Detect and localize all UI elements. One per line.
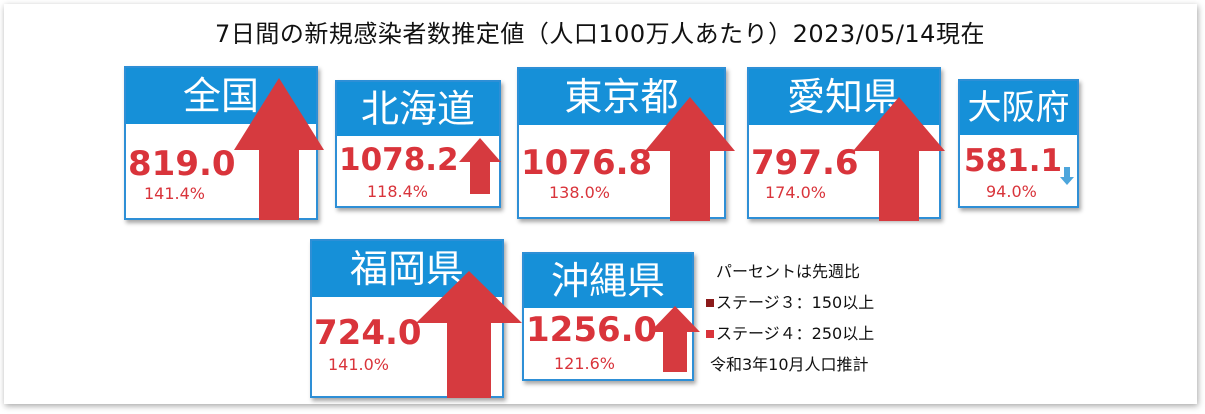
stage4-square-icon bbox=[706, 330, 714, 338]
card-hokkaido: 北海道 1078.2 118.4% bbox=[335, 80, 501, 208]
card-value: 1076.8 bbox=[521, 143, 653, 183]
down-arrow-icon bbox=[1060, 167, 1074, 185]
card-aichi: 愛知県 797.6 174.0% bbox=[747, 67, 945, 221]
legend-stage4: ステージ４：250以上 bbox=[706, 318, 874, 349]
card-value: 1078.2 bbox=[339, 142, 459, 178]
card-value: 1256.0 bbox=[526, 310, 658, 350]
card-header: 大阪府 bbox=[960, 81, 1077, 135]
card-percent: 141.4% bbox=[144, 184, 206, 203]
card-percent: 141.0% bbox=[328, 355, 390, 374]
card-zenkoku: 全国 819.0 141.4% bbox=[124, 66, 324, 220]
page-title: 7日間の新規感染者数推定値（人口100万人あたり）2023/05/14現在 bbox=[215, 20, 985, 48]
card-value: 581.1 bbox=[964, 143, 1063, 179]
card-percent: 138.0% bbox=[549, 183, 611, 202]
card-percent: 118.4% bbox=[367, 182, 429, 201]
legend-stage4-label: ステージ４：250以上 bbox=[716, 324, 875, 343]
stage3-square-icon bbox=[706, 299, 714, 307]
up-arrow-icon bbox=[459, 138, 501, 194]
card-header: 福岡県 bbox=[312, 241, 502, 297]
card-tokyo: 東京都 1076.8 138.0% bbox=[517, 67, 735, 221]
up-arrow-icon bbox=[645, 97, 735, 221]
card-value: 819.0 bbox=[128, 144, 236, 184]
legend-stage3-label: ステージ３：150以上 bbox=[716, 293, 875, 312]
legend-stage3: ステージ３：150以上 bbox=[706, 287, 874, 318]
up-arrow-icon bbox=[416, 271, 522, 398]
up-arrow-icon bbox=[234, 78, 324, 220]
legend-source: 令和3年10月人口推計 bbox=[706, 349, 874, 380]
card-header: 北海道 bbox=[337, 82, 499, 136]
card-percent: 94.0% bbox=[986, 182, 1037, 201]
legend-percent-note: パーセントは先週比 bbox=[716, 262, 861, 281]
card-fukuoka: 福岡県 724.0 141.0% bbox=[310, 239, 522, 398]
card-percent: 174.0% bbox=[765, 183, 827, 202]
legend: パーセントは先週比 ステージ３：150以上 ステージ４：250以上 令和3年10… bbox=[706, 256, 874, 380]
card-percent: 121.6% bbox=[554, 354, 616, 373]
card-value: 724.0 bbox=[314, 313, 422, 353]
legend-source-label: 令和3年10月人口推計 bbox=[710, 355, 869, 374]
up-arrow-icon bbox=[650, 306, 700, 372]
card-header: 沖縄県 bbox=[524, 254, 692, 308]
legend-note: パーセントは先週比 bbox=[706, 256, 874, 287]
card-osaka: 大阪府 581.1 94.0% bbox=[958, 79, 1079, 208]
card-okinawa: 沖縄県 1256.0 121.6% bbox=[522, 252, 700, 381]
up-arrow-icon bbox=[853, 97, 945, 221]
card-value: 797.6 bbox=[751, 143, 859, 183]
